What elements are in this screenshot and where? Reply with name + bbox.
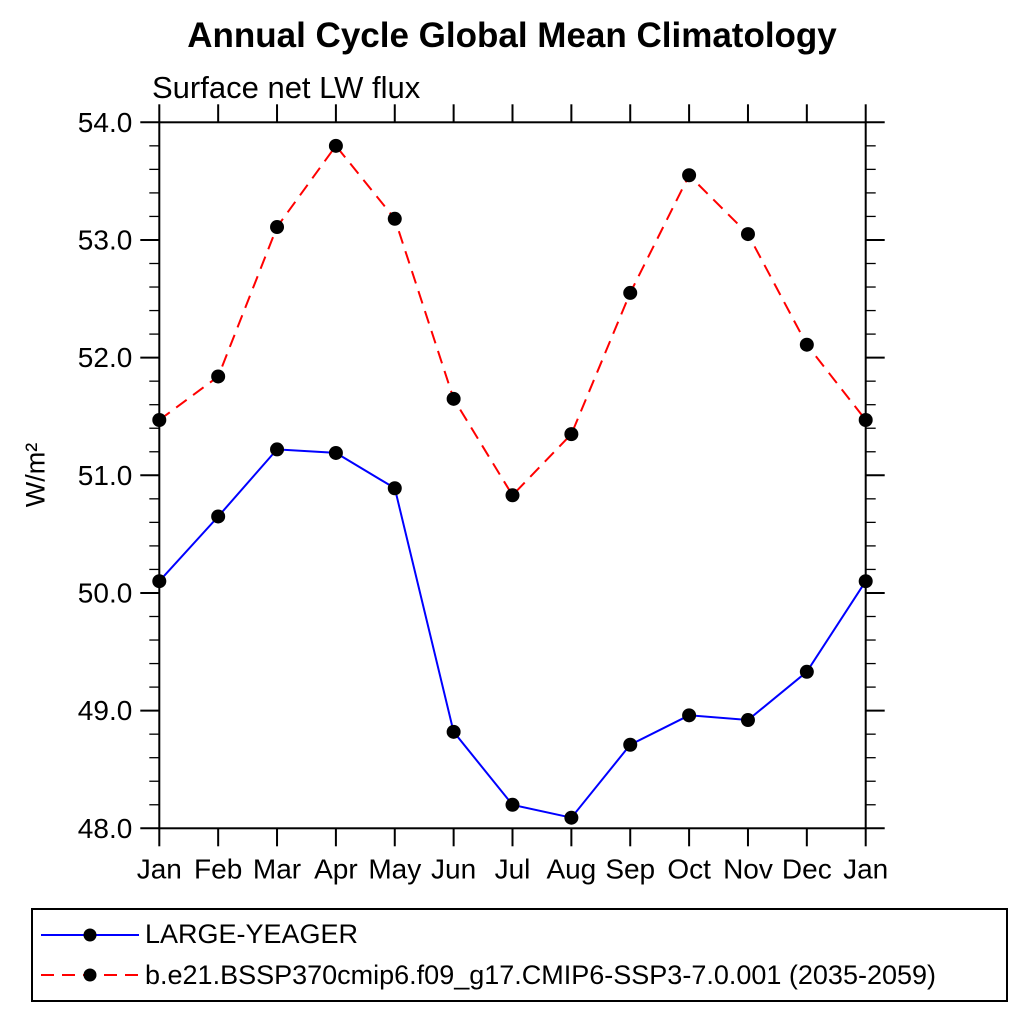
y-tick-label: 54.0 <box>78 107 133 138</box>
data-point <box>152 574 167 589</box>
legend-label: b.e21.BSSP370cmip6.f09_g17.CMIP6-SSP3-7.… <box>145 959 937 990</box>
y-tick-label: 49.0 <box>78 695 133 726</box>
legend: LARGE-YEAGER b.e21.BSSP370cmip6.f09_g17.… <box>31 908 1008 1002</box>
y-tick-label: 48.0 <box>78 813 133 844</box>
data-point <box>446 724 461 739</box>
data-point <box>740 713 755 728</box>
legend-label: LARGE-YEAGER <box>145 919 359 950</box>
data-point <box>505 797 520 812</box>
data-point <box>152 412 167 427</box>
data-point <box>328 445 343 460</box>
series-line-0 <box>158 448 867 819</box>
data-point <box>270 442 285 457</box>
data-point <box>858 412 873 427</box>
data-point <box>446 391 461 406</box>
data-point <box>799 337 814 352</box>
data-point <box>505 488 520 503</box>
plot-frame <box>158 121 867 830</box>
legend-item: LARGE-YEAGER <box>39 919 1006 950</box>
x-tick-label: Jun <box>431 853 476 884</box>
legend-line-sample-solid <box>41 928 139 942</box>
x-tick-label: Dec <box>782 853 832 884</box>
data-point <box>682 168 697 183</box>
y-tick-label: 51.0 <box>78 460 133 491</box>
data-point <box>328 138 343 153</box>
legend-marker-icon <box>83 928 97 942</box>
x-tick-label: Sep <box>605 853 655 884</box>
data-point <box>682 708 697 723</box>
y-tick-label: 50.0 <box>78 577 133 608</box>
x-tick-label: Mar <box>253 853 301 884</box>
x-tick-label: Feb <box>194 853 242 884</box>
data-point <box>623 737 638 752</box>
data-point <box>740 227 755 242</box>
series-line-1 <box>158 144 867 497</box>
legend-line-sample-dashed <box>41 968 139 982</box>
data-point <box>564 810 579 825</box>
x-tick-label: Nov <box>723 853 773 884</box>
legend-item: b.e21.BSSP370cmip6.f09_g17.CMIP6-SSP3-7.… <box>39 960 1006 991</box>
x-tick-label: Apr <box>314 853 358 884</box>
x-tick-label: Oct <box>667 853 711 884</box>
data-point <box>564 427 579 442</box>
data-point <box>270 220 285 235</box>
x-tick-label: Jan <box>843 853 888 884</box>
x-tick-label: Jan <box>137 853 182 884</box>
data-point <box>387 211 402 226</box>
data-point <box>211 509 226 524</box>
data-point <box>858 574 873 589</box>
data-point <box>211 369 226 384</box>
chart-subtitle: Surface net LW flux <box>152 70 421 105</box>
y-tick-label: 52.0 <box>78 342 133 373</box>
data-point <box>799 664 814 679</box>
data-point <box>623 285 638 300</box>
legend-marker-icon <box>83 968 97 982</box>
x-tick-label: May <box>368 853 421 884</box>
x-tick-label: Jul <box>495 853 531 884</box>
y-tick-label: 53.0 <box>78 224 133 255</box>
data-point <box>387 481 402 496</box>
chart-title: Annual Cycle Global Mean Climatology <box>187 16 837 55</box>
x-tick-label: Aug <box>546 853 596 884</box>
